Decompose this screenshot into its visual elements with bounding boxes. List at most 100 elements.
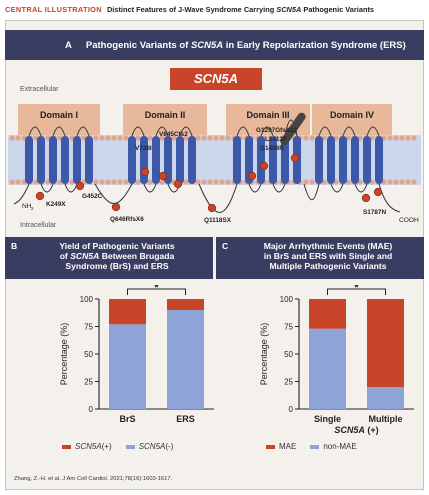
segment-s6: [85, 136, 93, 184]
bar-MAE: [309, 299, 346, 329]
domain-3-label: Domain III: [246, 110, 289, 120]
intracellular-label: Intracellular: [20, 222, 57, 229]
segment-s4: [351, 136, 359, 184]
significance-bracket: [327, 288, 386, 295]
panel-a-title-bar: A Pathogenic Variants of SCN5A in Early …: [5, 30, 424, 60]
lipid-head: [9, 179, 15, 185]
lipid-head: [93, 179, 99, 185]
lipid-head: [9, 135, 15, 141]
panel-a-letter: A: [65, 39, 72, 51]
lipid-head: [405, 179, 411, 185]
sodium-channel-diagram: Domain I Domain II Domain III Domain IV K249…: [8, 104, 421, 224]
lipid-head: [93, 135, 99, 141]
x-tick-label: Multiple: [369, 414, 403, 424]
panel-b-letter: B: [11, 241, 18, 251]
y-tick-label: 25: [84, 378, 93, 387]
interdomain-linker: [303, 183, 320, 201]
lipid-head: [123, 135, 129, 141]
domain-2-label: Domain II: [145, 110, 186, 120]
segment-s3: [152, 136, 160, 184]
panel-b-title: Yield of Pathogenic Variants of SCN5A Be…: [59, 241, 175, 271]
panel-a-title: Pathogenic Variants of SCN5A in Early Re…: [85, 39, 406, 51]
membrane-band: [8, 135, 421, 185]
segment-s5: [363, 136, 371, 184]
lipid-head: [171, 135, 177, 141]
domain-1-label: Domain I: [40, 110, 78, 120]
lipid-head: [213, 179, 219, 185]
lipid-head: [393, 135, 399, 141]
variant-label: V728I: [135, 145, 152, 152]
lipid-head: [123, 179, 129, 185]
lipid-head: [399, 135, 405, 141]
bar-SCN5A (-): [109, 324, 146, 409]
segment-s5: [73, 136, 81, 184]
x-axis-label: SCN5A (+): [334, 425, 378, 435]
lipid-head: [147, 179, 153, 185]
variant-marker: [259, 161, 269, 171]
lipid-head: [225, 179, 231, 185]
extracellular-label: Extracellular: [20, 86, 59, 93]
lipid-head: [159, 179, 165, 185]
variant-marker: [173, 179, 183, 189]
bar-SCN5A (+): [167, 299, 204, 310]
lipid-head: [387, 135, 393, 141]
chart-b-legend: SCN5A (+) SCN5A (-): [62, 442, 187, 451]
domain-2-loops: [131, 126, 193, 193]
lipid-head: [117, 135, 123, 141]
lipid-head: [183, 135, 189, 141]
lipid-head: [303, 135, 309, 141]
segment-s2: [245, 136, 253, 184]
segment-s1: [233, 136, 241, 184]
chart-c-bar-chart: 0 25 50 75 100 Percentage (%) Single Multiple * S…: [259, 285, 414, 435]
lipid-head: [207, 179, 213, 185]
bar-MAE: [367, 299, 404, 387]
segment-s1: [25, 136, 33, 184]
lipid-head: [159, 135, 165, 141]
segment-s2: [327, 136, 335, 184]
panel-b-title-bar: B Yield of Pathogenic Variants of SCN5A …: [5, 237, 213, 279]
variant-marker: [290, 153, 300, 163]
lipid-head: [15, 179, 21, 185]
lipid-head: [207, 135, 213, 141]
legend-non-mae: non-MAE: [310, 442, 357, 451]
y-tick-label: 100: [80, 295, 94, 304]
variant-label: G1297GfsX22: [256, 127, 298, 134]
lipid-head: [303, 179, 309, 185]
lipid-head: [99, 135, 105, 141]
segment-s4: [164, 136, 172, 184]
interdomain-linker: [13, 183, 30, 205]
variant-label: G1408R: [260, 145, 284, 152]
lipid-head: [219, 179, 225, 185]
figure-header: CENTRAL ILLUSTRATION Distinct Features o…: [5, 5, 424, 19]
lipid-head: [399, 179, 405, 185]
interdomain-linker: [378, 183, 401, 213]
segment-s5: [176, 136, 184, 184]
variant-marker: [158, 171, 168, 181]
lipid-head: [183, 179, 189, 185]
scn5a-gene-label: SCN5A: [170, 68, 262, 90]
lipid-head: [105, 135, 111, 141]
segment-s3: [49, 136, 57, 184]
y-tick-label: 0: [289, 405, 294, 414]
lipid-head: [195, 135, 201, 141]
figure-subtitle: Distinct Features of J-Wave Syndrome Car…: [106, 5, 375, 14]
variant-label: L1412F: [265, 136, 287, 143]
chart-b-bar-chart: 0 25 50 75 100 Percentage (%) BrS ERS *: [59, 285, 214, 424]
domain-4-label: Domain IV: [330, 110, 374, 120]
y-tick-label: 100: [280, 295, 294, 304]
y-axis-label: Percentage (%): [259, 323, 269, 386]
variant-label: G452C: [82, 193, 103, 200]
lipid-head: [135, 135, 141, 141]
y-tick-label: 75: [84, 323, 93, 332]
drug-pointer-icon: [280, 112, 306, 146]
x-tick-label: ERS: [176, 414, 195, 424]
panel-c-letter: C: [222, 241, 229, 251]
lipid-head: [117, 179, 123, 185]
legend-mae: MAE: [266, 442, 296, 451]
interdomain-linker: [94, 183, 133, 204]
n-terminus-label: NH: [22, 203, 32, 210]
lipid-head: [201, 135, 207, 141]
lipid-head: [105, 179, 111, 185]
chart-c-legend: MAE non-MAE: [266, 442, 371, 451]
citation: Zhang, Z.-H. et al. J Am Coll Cardiol. 2…: [14, 476, 173, 482]
